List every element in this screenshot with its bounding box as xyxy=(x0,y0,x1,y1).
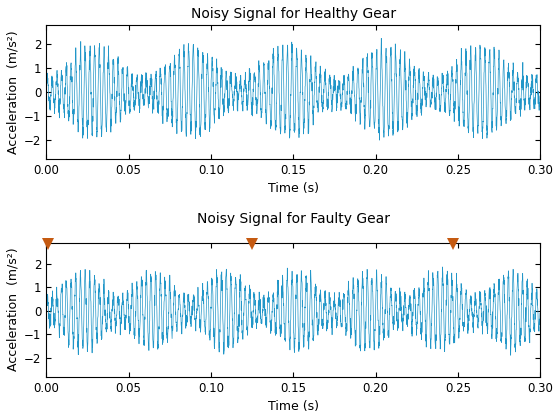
Y-axis label: Acceleration  (m/s²): Acceleration (m/s²) xyxy=(7,30,20,154)
Y-axis label: Acceleration  (m/s²): Acceleration (m/s²) xyxy=(7,248,20,371)
Title: Noisy Signal for Faulty Gear: Noisy Signal for Faulty Gear xyxy=(197,212,390,226)
X-axis label: Time (s): Time (s) xyxy=(268,182,319,195)
X-axis label: Time (s): Time (s) xyxy=(268,400,319,413)
Title: Noisy Signal for Healthy Gear: Noisy Signal for Healthy Gear xyxy=(190,7,396,21)
